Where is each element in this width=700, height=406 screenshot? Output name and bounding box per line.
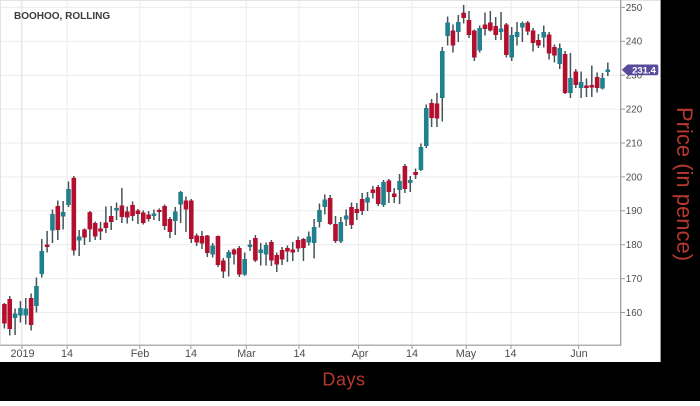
svg-text:2019: 2019 — [10, 348, 34, 360]
svg-text:BOOHOO, ROLLING: BOOHOO, ROLLING — [14, 11, 110, 22]
svg-text:14: 14 — [504, 348, 516, 360]
svg-text:231.4: 231.4 — [632, 65, 656, 76]
svg-text:250: 250 — [626, 3, 643, 14]
svg-text:May: May — [456, 348, 477, 360]
svg-text:Mar: Mar — [237, 348, 256, 360]
svg-text:14: 14 — [406, 348, 418, 360]
svg-text:Jun: Jun — [570, 348, 587, 360]
svg-text:220: 220 — [626, 105, 643, 116]
svg-text:210: 210 — [626, 138, 643, 149]
svg-text:Days: Days — [322, 370, 365, 390]
svg-text:240: 240 — [626, 37, 643, 48]
svg-text:230: 230 — [626, 71, 643, 82]
svg-text:14: 14 — [61, 348, 73, 360]
svg-text:Feb: Feb — [131, 348, 150, 360]
svg-text:190: 190 — [626, 206, 643, 217]
svg-text:14: 14 — [293, 348, 305, 360]
svg-text:160: 160 — [626, 308, 643, 319]
svg-text:14: 14 — [185, 348, 197, 360]
svg-text:Price (in pence): Price (in pence) — [672, 107, 697, 261]
svg-text:200: 200 — [626, 172, 643, 183]
svg-text:Apr: Apr — [352, 348, 369, 360]
svg-text:180: 180 — [626, 240, 643, 251]
svg-text:170: 170 — [626, 274, 643, 285]
